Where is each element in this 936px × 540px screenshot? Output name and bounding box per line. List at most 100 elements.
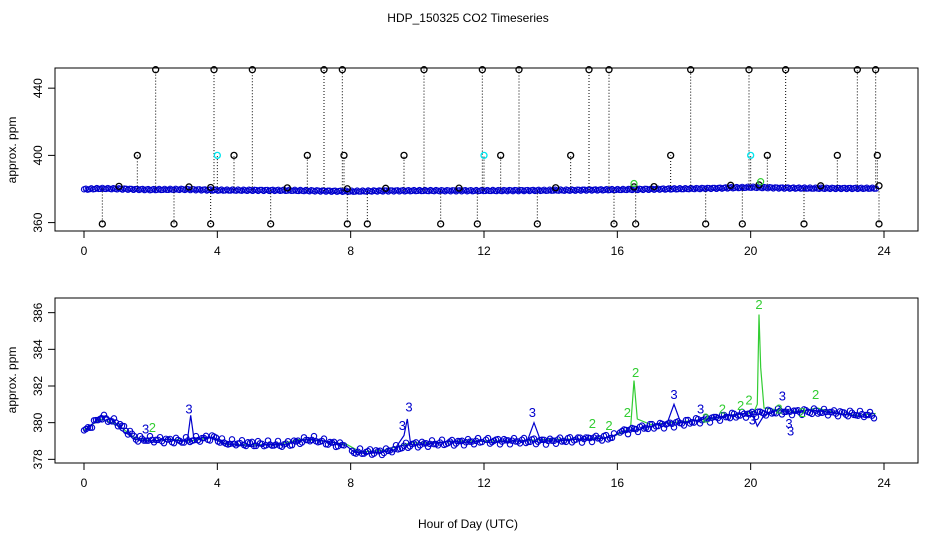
series-3-point bbox=[146, 432, 154, 440]
y-tick-label: 380 bbox=[31, 412, 45, 432]
series-2-label: 2 bbox=[775, 402, 782, 417]
series-3-point bbox=[130, 432, 138, 440]
series-3-point bbox=[178, 439, 186, 446]
x-tick-label: 20 bbox=[744, 244, 758, 258]
outlier-low-point bbox=[875, 220, 883, 228]
series-3-point bbox=[736, 412, 744, 419]
outlier-high-point bbox=[320, 66, 328, 74]
series-3-point bbox=[828, 408, 836, 416]
x-tick-label: 4 bbox=[214, 244, 221, 258]
x-axis-label: Hour of Day (UTC) bbox=[418, 517, 518, 531]
series-3-point bbox=[100, 411, 108, 419]
x-tick-label: 24 bbox=[877, 244, 891, 258]
series-3-point bbox=[610, 430, 618, 437]
x-tick-label: 20 bbox=[744, 476, 758, 490]
series-3-point bbox=[542, 441, 550, 448]
series-2-label: 2 bbox=[605, 418, 612, 433]
series-3-point bbox=[722, 413, 730, 421]
series-3-label: 3 bbox=[697, 402, 704, 417]
green-flag-point bbox=[757, 178, 765, 186]
series-3-point bbox=[844, 412, 852, 420]
series-2-label: 2 bbox=[812, 387, 819, 402]
series-3-point bbox=[754, 408, 762, 415]
series-3-point bbox=[86, 424, 94, 431]
outlier-near-baseline-point bbox=[115, 182, 123, 190]
y-tick-label: 360 bbox=[31, 212, 45, 232]
series-3-point bbox=[450, 442, 458, 449]
series-3-point bbox=[268, 442, 276, 449]
series-3-point bbox=[506, 441, 514, 448]
series-3-point bbox=[538, 436, 546, 443]
y-tick-label: 440 bbox=[31, 78, 45, 98]
bottom-panel-y-label: approx. ppm bbox=[5, 347, 19, 414]
series-3-point bbox=[294, 437, 302, 444]
outlier-near-baseline-point bbox=[283, 184, 291, 192]
outlier-low-point bbox=[702, 220, 710, 228]
outlier-low-point bbox=[610, 220, 618, 228]
x-tick-label: 16 bbox=[611, 244, 625, 258]
outlier-high-point bbox=[585, 66, 593, 74]
series-2-label: 2 bbox=[719, 402, 726, 417]
top-panel-y-label: approx. ppm bbox=[5, 117, 19, 184]
series-3-point bbox=[530, 435, 538, 442]
x-tick-label: 4 bbox=[214, 476, 221, 490]
outlier-mid-point bbox=[567, 151, 575, 160]
top-panel: approx. ppm 0 4 8 12 16 20 24 360 400 440 bbox=[5, 66, 919, 258]
outlier-low-point bbox=[98, 220, 106, 228]
series-3-point bbox=[514, 438, 522, 445]
outlier-near-baseline-point bbox=[207, 183, 215, 192]
series-3-point bbox=[760, 410, 768, 417]
x-tick-label: 8 bbox=[347, 244, 354, 258]
y-tick-label: 400 bbox=[31, 145, 45, 165]
outlier-near-baseline-point bbox=[185, 183, 193, 191]
series-3-label: 3 bbox=[142, 422, 149, 437]
series-3-point bbox=[470, 441, 478, 448]
outlier-high-point bbox=[248, 66, 256, 74]
series-3-point bbox=[320, 435, 328, 442]
outlier-near-baseline-point bbox=[817, 182, 825, 190]
series-3-point bbox=[716, 417, 724, 424]
series-2-label: 2 bbox=[755, 297, 762, 312]
series-3-label: 3 bbox=[185, 402, 192, 417]
series-3-point bbox=[752, 413, 760, 421]
series-3-point bbox=[518, 436, 526, 444]
outlier-mid-point bbox=[833, 151, 841, 160]
outlier-near-baseline-point bbox=[650, 182, 658, 191]
x-tick-label: 16 bbox=[611, 476, 625, 490]
outlier-high-point bbox=[687, 66, 695, 74]
outlier-low-point bbox=[343, 220, 351, 228]
series-3-point bbox=[512, 438, 520, 445]
series-3-point bbox=[92, 416, 100, 424]
bottom-panel-axes: 0 4 8 12 16 20 24 378 380 382 384 386 bbox=[31, 302, 891, 490]
series-3-point bbox=[484, 434, 492, 442]
y-tick-label: 378 bbox=[31, 449, 45, 469]
outlier-low-point bbox=[267, 220, 275, 228]
outlier-mid-point bbox=[340, 151, 348, 160]
x-tick-label: 24 bbox=[877, 476, 891, 490]
series-3-point bbox=[808, 410, 816, 418]
outlier-high-point bbox=[152, 66, 160, 74]
series-3-point bbox=[738, 408, 746, 416]
series-3-point bbox=[668, 420, 676, 428]
series-3-label: 3 bbox=[405, 400, 412, 415]
series-3-point bbox=[680, 422, 688, 429]
series-3-label: 3 bbox=[749, 413, 756, 428]
series-2-label: 2 bbox=[149, 420, 156, 435]
outlier-mid-point bbox=[303, 151, 311, 160]
outlier-mid-point bbox=[230, 151, 238, 160]
series-2-label: 2 bbox=[737, 398, 744, 413]
y-tick-label: 382 bbox=[31, 376, 45, 396]
series-3-point bbox=[762, 412, 770, 419]
series-3-point bbox=[352, 450, 360, 457]
series-3-point bbox=[510, 434, 518, 442]
series-3-point bbox=[416, 442, 424, 449]
outlier-high-point bbox=[478, 66, 486, 74]
outlier-low-point bbox=[170, 220, 178, 228]
outlier-mid-point bbox=[667, 151, 675, 160]
series-3-point bbox=[82, 425, 90, 433]
outlier-high-point bbox=[420, 66, 428, 74]
series-3-point bbox=[734, 412, 742, 419]
outlier-near-baseline-point bbox=[552, 184, 560, 192]
